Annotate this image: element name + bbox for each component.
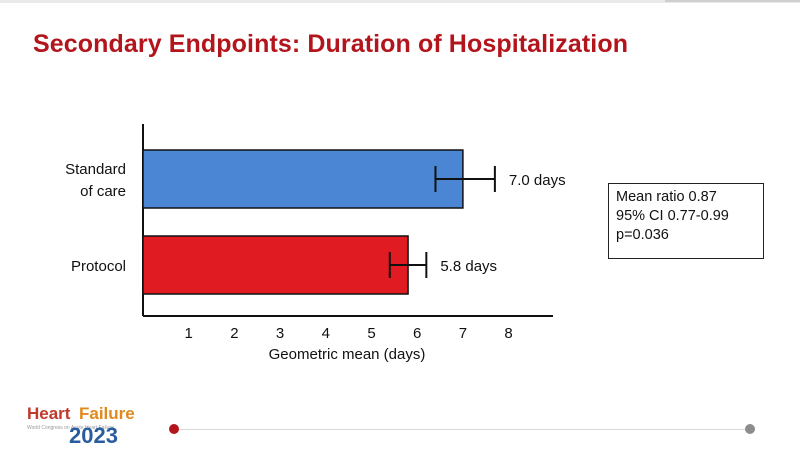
logo-year: 2023 [69,423,118,448]
slide-title: Secondary Endpoints: Duration of Hospita… [33,30,629,58]
data-label: 7.0 days [509,172,566,189]
x-tick-label: 5 [367,325,375,342]
category-label: of care [80,183,126,200]
slide-progress-track [174,429,750,430]
category-label: Standard [65,161,126,178]
logo-subtext: World Congress on Acute Heart Failure [27,425,114,431]
stats-box: Mean ratio 0.87 95% CI 0.77-0.99 p=0.036 [608,183,764,259]
bar-chart: 7.0 days Standard of care 5.8 days Protocol 1… [65,124,566,363]
data-label: 5.8 days [440,258,497,275]
slide-progress-start-dot[interactable] [169,424,179,434]
x-tick-label: 4 [322,325,330,342]
x-tick-label: 8 [504,325,512,342]
bar-standard-of-care [142,149,464,209]
bar-protocol [142,235,409,295]
x-tick-label: 1 [185,325,193,342]
x-axis-title: Geometric mean (days) [269,346,426,363]
stats-mean-ratio: Mean ratio 0.87 [616,189,717,205]
logo-word-heart: Heart [27,404,71,423]
x-tick-label: 2 [230,325,238,342]
x-tick-label: 3 [276,325,284,342]
stats-confidence-interval: 95% CI 0.77-0.99 [616,208,729,224]
slide-progress-end-dot[interactable] [745,424,755,434]
top-strip-dark [665,0,800,2]
top-strip [0,0,800,3]
stats-p-value: p=0.036 [616,227,669,243]
x-tick-label: 6 [413,325,421,342]
category-label: Protocol [71,258,126,275]
heart-failure-2023-logo: Heart Failure World Congress on Acute He… [27,404,167,448]
logo-word-failure: Failure [79,404,135,423]
x-tick-label: 7 [459,325,467,342]
